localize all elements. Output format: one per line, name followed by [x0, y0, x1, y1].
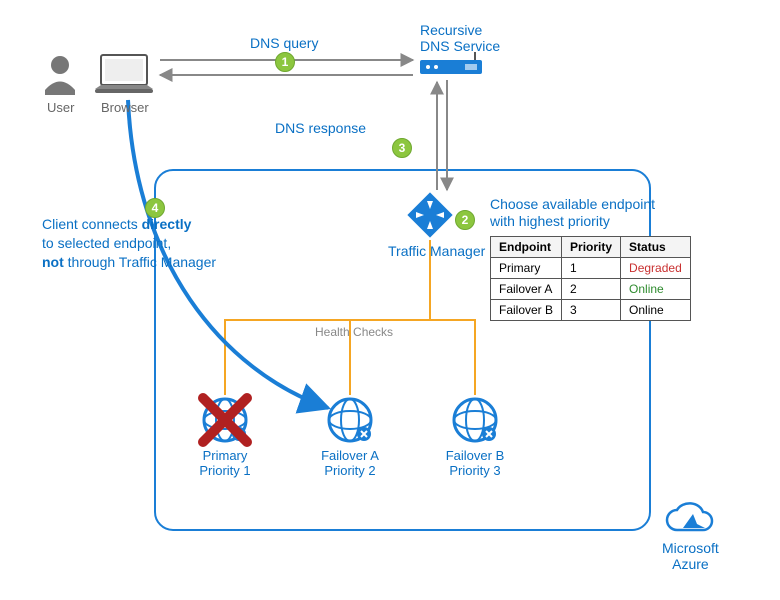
user-label: User — [47, 100, 74, 115]
choose-endpoint-label: Choose available endpoint with highest p… — [490, 196, 655, 230]
client-note: Client connects directly to selected end… — [42, 215, 216, 272]
ep-failover-a-label: Failover APriority 2 — [300, 448, 400, 478]
endpoint-failover-b-icon — [454, 399, 496, 441]
primary-failed-x — [203, 398, 247, 442]
endpoint-table: Endpoint Priority Status Primary 1 Degra… — [490, 236, 691, 321]
th-priority: Priority — [562, 237, 621, 258]
th-status: Status — [621, 237, 691, 258]
browser-icon — [95, 55, 153, 93]
dns-response-label: DNS response — [275, 120, 366, 136]
browser-label: Browser — [101, 100, 149, 115]
ep-failover-b-label: Failover BPriority 3 — [425, 448, 525, 478]
table-row: Failover A 2 Online — [491, 279, 691, 300]
traffic-manager-icon — [407, 192, 452, 237]
badge-2: 2 — [455, 210, 475, 230]
traffic-manager-label: Traffic Manager — [388, 243, 485, 259]
dns-service-icon — [420, 52, 482, 74]
badge-4: 4 — [145, 198, 165, 218]
badge-3: 3 — [392, 138, 412, 158]
recursive-dns-label: Recursive DNS Service — [420, 22, 500, 54]
endpoint-failover-a-icon — [329, 399, 371, 441]
badge-1: 1 — [275, 52, 295, 72]
table-row: Failover B 3 Online — [491, 300, 691, 321]
health-checks-label: Health Checks — [315, 325, 393, 339]
ep-primary-label: PrimaryPriority 1 — [175, 448, 275, 478]
azure-label: Microsoft Azure — [662, 540, 719, 572]
table-row: Primary 1 Degraded — [491, 258, 691, 279]
azure-cloud-icon — [667, 503, 712, 530]
user-icon — [45, 56, 75, 95]
th-endpoint: Endpoint — [491, 237, 562, 258]
dns-query-label: DNS query — [250, 35, 318, 51]
